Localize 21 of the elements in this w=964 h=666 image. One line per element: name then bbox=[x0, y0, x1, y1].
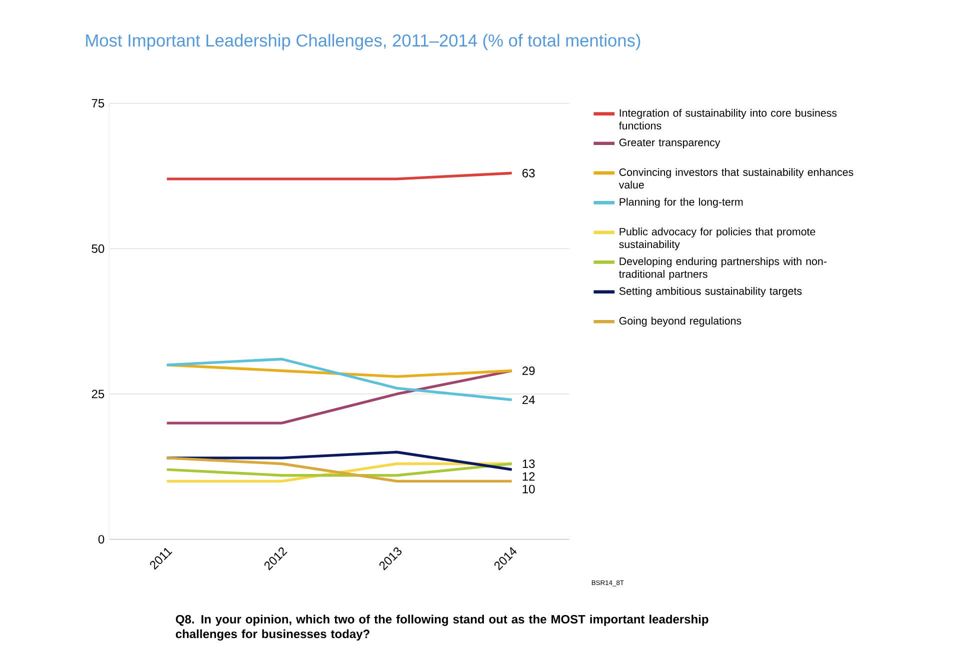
legend-label: Developing enduring partnerships with non-traditional partners bbox=[619, 257, 826, 280]
data-label: 63 bbox=[522, 168, 535, 178]
data-label: 12 bbox=[522, 472, 535, 481]
y-tick-label: 25 bbox=[92, 390, 104, 398]
chart-title: Most Important Leadership Challenges, 2011–2014 (% of total mentions) bbox=[86, 34, 640, 50]
legend-label: Public advocacy for policies that promote sustainability bbox=[619, 228, 816, 250]
line-series bbox=[166, 358, 514, 402]
y-tick-label: 0 bbox=[98, 535, 104, 544]
y-tick-label: 50 bbox=[92, 244, 104, 253]
data-label: 29 bbox=[522, 366, 535, 375]
legend-label: Setting ambitious sustainability targets bbox=[619, 287, 802, 297]
legend-label: Going beyond regulations bbox=[619, 316, 742, 327]
legend-label: Convincing investors that sustainability enhances value bbox=[618, 168, 854, 189]
legend-label: Planning for the long-term bbox=[620, 198, 743, 208]
legend-label: Integration of sustainability into core business functions bbox=[619, 108, 837, 130]
data-label: 10 bbox=[522, 484, 535, 494]
text: Q8. In your opinion, which two of the following stand out as the MOST important leadership challenges for businesses today? bbox=[176, 614, 708, 641]
legend-label: Greater transparency bbox=[619, 138, 720, 148]
data-label: 24 bbox=[522, 396, 535, 404]
data-label: 13 bbox=[522, 459, 535, 468]
y-tick-label: 75 bbox=[92, 99, 104, 108]
